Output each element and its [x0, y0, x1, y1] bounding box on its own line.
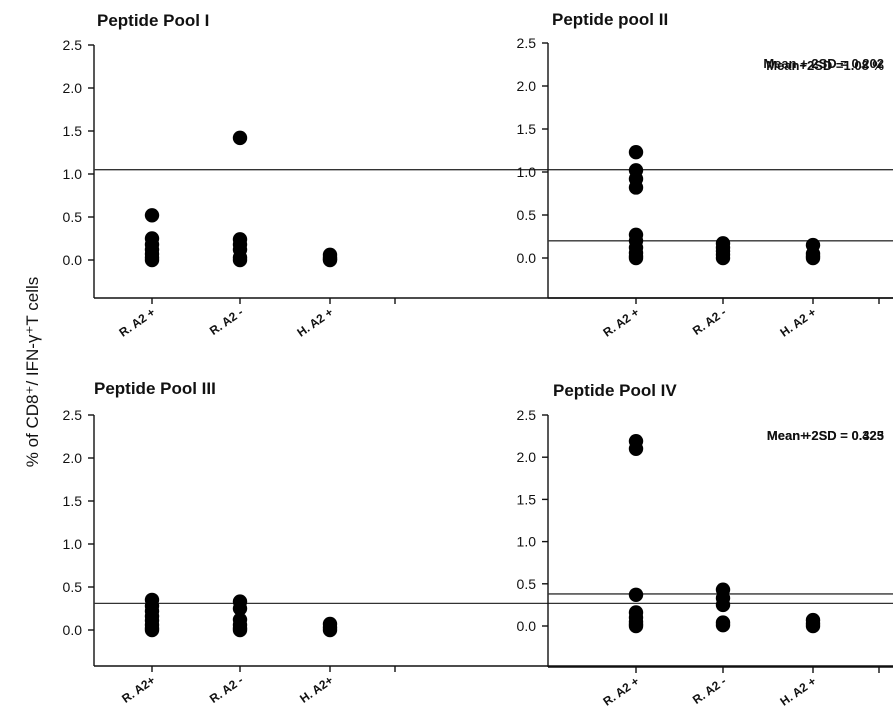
panel-title: Peptide Pool I: [97, 11, 209, 30]
x-category-label: R. A2 -: [207, 673, 246, 706]
y-tick-label: 2.0: [63, 80, 83, 96]
x-category-label: R. A2+: [119, 673, 158, 706]
x-category-label: H. A2 +: [777, 305, 818, 340]
x-category-label: R. A2 -: [690, 674, 729, 707]
x-category-label: H. A2 +: [777, 674, 818, 709]
data-point: [715, 597, 731, 613]
y-tick-label: 0.0: [63, 252, 83, 268]
data-point: [232, 622, 248, 638]
data-point: [628, 145, 644, 160]
panel-peptide-pool-2: Peptide pool II 0.0 0.5 1.0 1.5 2.0 2.5 R. A2 +…: [517, 10, 893, 340]
y-tick-label: 2.5: [63, 407, 83, 423]
y-tick-label: 2.0: [63, 450, 83, 466]
data-point: [805, 618, 821, 634]
y-tick-label: 2.0: [517, 78, 537, 94]
x-category-label: R. A2 +: [600, 674, 641, 709]
y-tick-label: 0.5: [63, 209, 83, 225]
mean-2sd-annotation: Mean + 2SD = 0.202: [763, 56, 884, 71]
data-point: [232, 130, 248, 146]
x-category-label: R. A2 -: [207, 305, 246, 338]
y-tick-label: 1.5: [517, 491, 537, 507]
panel-title: Peptide Pool IV: [553, 381, 677, 400]
mean-2sd-annotation: Mean+2SD =1.08 %: [766, 58, 884, 73]
y-tick-label: 2.0: [517, 449, 537, 465]
data-point: [144, 622, 160, 638]
data-point: [628, 441, 644, 456]
y-tick-label: 0.5: [517, 576, 537, 592]
data-point: [232, 252, 248, 268]
panel-title: Peptide Pool III: [94, 379, 216, 398]
y-tick-label: 0.5: [63, 579, 83, 595]
y-tick-label: 0.0: [517, 618, 537, 634]
panel-peptide-pool-4: Peptide Pool IV 0.0 0.5 1.0 1.5 2.0 2.5 R. A2 +…: [517, 381, 893, 709]
x-category-label: R. A2 +: [600, 305, 641, 340]
data-point: [322, 252, 338, 268]
y-tick-label: 1.0: [517, 164, 537, 180]
y-axis-label: % of CD8⁺/ IFN-γ⁺T cells: [23, 277, 42, 468]
x-category-label: H. A2+: [297, 673, 336, 706]
data-point: [144, 252, 160, 268]
y-tick-label: 2.5: [517, 35, 537, 51]
data-point: [144, 208, 160, 223]
x-category-label: R. A2 -: [690, 305, 729, 338]
x-category-label: R. A2 +: [116, 305, 157, 340]
panel-title: Peptide pool II: [552, 10, 668, 29]
y-tick-label: 1.0: [517, 534, 537, 550]
mean-2sd-annotation: Mean+ 2SD = 0.325: [767, 428, 884, 443]
data-point: [628, 180, 644, 195]
y-tick-label: 1.5: [63, 123, 83, 139]
y-tick-label: 1.5: [63, 493, 83, 509]
y-tick-label: 1.0: [63, 166, 83, 182]
y-tick-label: 0.5: [517, 207, 537, 223]
y-tick-label: 0.0: [63, 622, 83, 638]
data-point: [628, 618, 644, 634]
data-point: [628, 250, 644, 266]
x-category-label: H. A2 +: [294, 305, 335, 340]
data-point: [628, 587, 644, 602]
y-tick-label: 2.5: [517, 407, 537, 423]
y-tick-label: 1.0: [63, 536, 83, 552]
data-point: [232, 601, 248, 616]
y-tick-label: 1.5: [517, 121, 537, 137]
data-point: [715, 617, 731, 633]
mean-2sd-annotation: Mean +2SD = 0.423: [767, 428, 884, 443]
data-point: [715, 250, 731, 266]
y-tick-label: 0.0: [517, 250, 537, 266]
data-point: [322, 622, 338, 638]
data-point: [805, 250, 821, 266]
y-tick-label: 2.5: [63, 37, 83, 53]
